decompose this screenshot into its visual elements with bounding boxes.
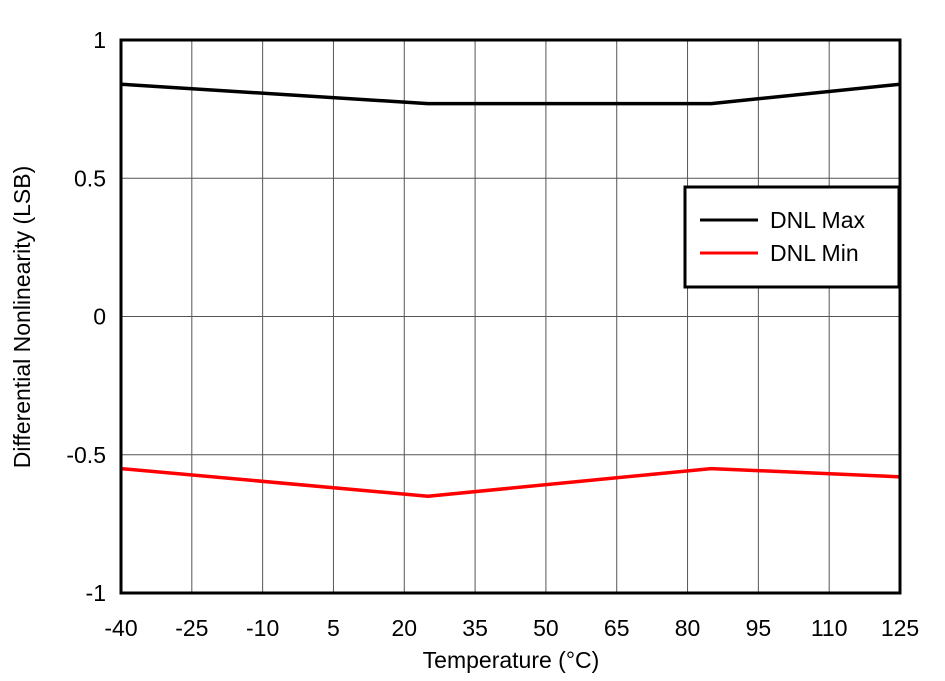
plot-frame <box>119 38 902 595</box>
legend-box <box>683 185 901 289</box>
y-tick-label: 1 <box>93 27 106 53</box>
x-tick-label: -10 <box>246 615 279 641</box>
x-tick-label: 35 <box>462 615 488 641</box>
x-tick-label: -25 <box>175 615 208 641</box>
x-tick-label: 20 <box>391 615 417 641</box>
x-tick-label: 65 <box>604 615 630 641</box>
y-axis-title: Differential Nonlinearity (LSB) <box>9 166 35 469</box>
x-tick-label: -40 <box>104 615 137 641</box>
y-tick-label: -1 <box>86 580 106 606</box>
y-tick-label: -0.5 <box>66 442 106 468</box>
legend: DNL Max DNL Min <box>683 185 901 289</box>
grid <box>121 40 900 593</box>
x-tick-label: 110 <box>811 615 848 641</box>
x-tick-label: 125 <box>881 615 919 641</box>
y-tick-labels: -1 -0.5 0 0.5 1 <box>66 27 106 606</box>
legend-label-dnl-min: DNL Min <box>770 240 859 266</box>
x-tick-labels: -40 -25 -10 5 20 35 50 65 80 95 110 125 <box>104 615 919 641</box>
x-tick-label: 50 <box>533 615 559 641</box>
series-layer <box>120 82 901 498</box>
y-tick-label: 0 <box>93 304 106 330</box>
y-tick-label: 0.5 <box>74 165 106 191</box>
x-tick-label: 95 <box>746 615 772 641</box>
legend-label-dnl-max: DNL Max <box>770 207 865 233</box>
series-line-dnl-min <box>120 466 901 498</box>
x-axis-title: Temperature (°C) <box>423 647 600 673</box>
x-tick-label: 5 <box>327 615 340 641</box>
series-line-dnl-max <box>120 82 901 106</box>
x-tick-label: 80 <box>675 615 701 641</box>
